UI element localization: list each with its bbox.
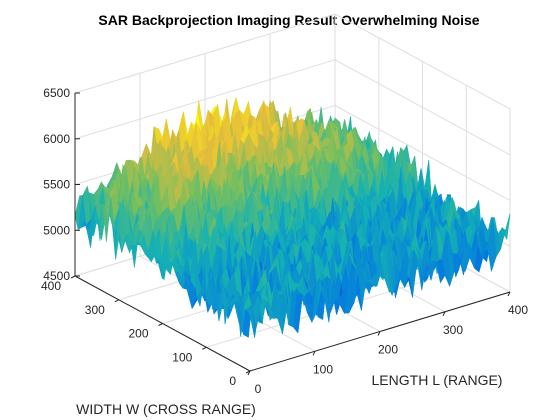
z-tick-label: 5500 bbox=[43, 178, 70, 192]
y-tick-mark bbox=[245, 370, 251, 374]
x-tick-mark bbox=[312, 351, 316, 356]
y-tick-label: 300 bbox=[85, 303, 105, 317]
side-wall-grid-line bbox=[334, 59, 511, 156]
z-tick-label: 6000 bbox=[43, 132, 70, 146]
back-wall-grid-line bbox=[74, 13, 336, 94]
z-tick-label: 5000 bbox=[43, 223, 70, 237]
surface-patch bbox=[246, 304, 255, 338]
y-tick-label: 200 bbox=[128, 327, 148, 341]
x-tick-mark bbox=[507, 291, 511, 297]
x-tick-label: 100 bbox=[313, 362, 333, 376]
x-tick-mark bbox=[377, 331, 381, 336]
x-tick-mark bbox=[442, 311, 446, 317]
y-tick-mark bbox=[70, 275, 76, 279]
y-tick-mark bbox=[114, 299, 120, 303]
surface-layer bbox=[74, 97, 511, 338]
x-tick-label: 200 bbox=[378, 343, 398, 357]
y-tick-label: 100 bbox=[172, 350, 192, 364]
y-axis-label: WIDTH W (CROSS RANGE) bbox=[76, 401, 256, 417]
axis-layer: 0100200300400010020030040045005000550060… bbox=[41, 86, 528, 396]
x-tick-label: 0 bbox=[255, 382, 262, 396]
x-axis-label: LENGTH L (RANGE) bbox=[372, 372, 503, 388]
y-tick-label: 0 bbox=[229, 374, 236, 388]
y-tick-mark bbox=[202, 346, 207, 350]
back-wall-grid-line bbox=[74, 59, 336, 140]
z-tick-label: 6500 bbox=[43, 86, 70, 100]
side-wall-grid-line bbox=[334, 13, 511, 110]
y-tick-label: 400 bbox=[41, 279, 61, 293]
z-tick-label: 4500 bbox=[43, 269, 70, 283]
chart-title: SAR Backprojection Imaging Result Overwh… bbox=[98, 12, 479, 28]
x-tick-label: 400 bbox=[508, 303, 528, 317]
x-tick-label: 300 bbox=[443, 323, 463, 337]
y-tick-mark bbox=[158, 323, 163, 326]
side-wall-grid-line bbox=[334, 105, 511, 201]
